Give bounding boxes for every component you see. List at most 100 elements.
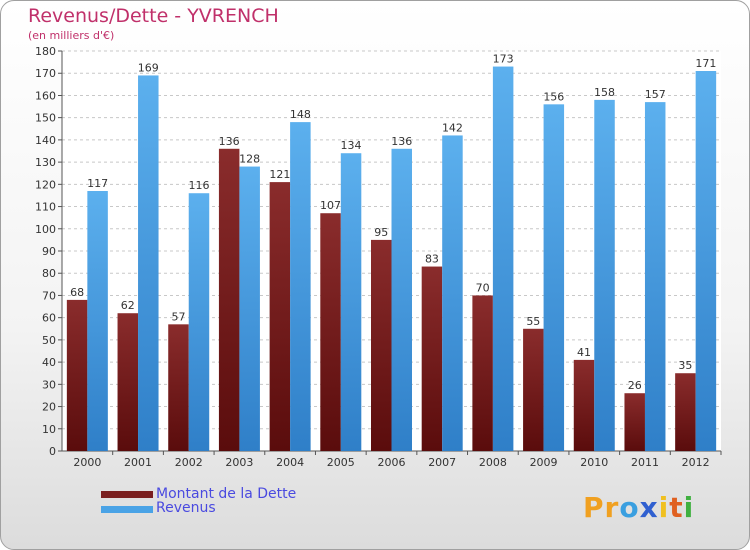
y-tick-label: 70	[42, 289, 56, 302]
x-tick-label: 2005	[327, 456, 355, 469]
x-tick-label: 2012	[682, 456, 710, 469]
legend-label-debt: Montant de la Dette	[156, 486, 297, 502]
y-tick-label: 60	[42, 312, 56, 325]
proxiti-logo: Proxiti	[583, 491, 694, 524]
x-tick-label: 2011	[631, 456, 659, 469]
x-tick-label: 2002	[175, 456, 203, 469]
bar-debt	[573, 359, 595, 451]
bar-revenue	[138, 75, 159, 451]
y-tick-label: 170	[35, 67, 56, 80]
y-tick-label: 110	[35, 201, 56, 214]
logo-letter: o	[619, 491, 640, 524]
x-tick-label: 2010	[580, 456, 608, 469]
x-tick-label: 2000	[73, 456, 101, 469]
y-tick-label: 90	[42, 245, 56, 258]
bar-revenue	[239, 166, 260, 452]
x-tick-label: 2004	[276, 456, 304, 469]
data-label-revenue: 169	[138, 61, 159, 74]
x-tick-label: 2008	[479, 456, 507, 469]
bar-debt	[675, 373, 696, 451]
data-label-debt: 57	[171, 310, 185, 323]
data-label-revenue: 158	[594, 86, 615, 99]
legend-swatch-debt	[101, 491, 153, 498]
logo-letter: i	[658, 491, 670, 524]
bar-debt	[371, 239, 392, 451]
legend-label-revenue: Revenus	[156, 500, 216, 516]
bar-revenue	[188, 193, 210, 451]
logo-letter: r	[604, 491, 620, 524]
bar-debt	[421, 266, 443, 451]
y-tick-label: 80	[42, 267, 56, 280]
bar-revenue	[594, 99, 615, 451]
y-tick-label: 0	[49, 445, 56, 458]
y-tick-label: 140	[35, 134, 56, 147]
chart-title: Revenus/Dette - YVRENCH	[28, 5, 279, 27]
data-label-revenue: 171	[695, 57, 716, 70]
bar-revenue	[492, 66, 514, 452]
data-label-debt: 121	[269, 168, 290, 181]
data-label-debt: 26	[628, 379, 642, 392]
y-tick-label: 180	[35, 45, 56, 58]
bar-debt	[269, 182, 291, 451]
logo-letter: t	[669, 491, 684, 524]
bar-revenue	[543, 104, 565, 451]
data-label-debt: 70	[476, 281, 490, 294]
data-label-revenue: 117	[87, 177, 108, 190]
data-label-revenue: 142	[442, 121, 463, 134]
data-label-debt: 62	[121, 299, 135, 312]
logo-letter: P	[583, 491, 605, 524]
bar-debt	[624, 393, 645, 451]
bar-debt	[218, 148, 240, 451]
y-tick-label: 10	[42, 423, 56, 436]
data-label-revenue: 134	[341, 139, 362, 152]
bar-debt	[472, 295, 493, 451]
x-tick-label: 2001	[124, 456, 152, 469]
y-tick-label: 30	[42, 378, 56, 391]
bar-revenue	[695, 71, 717, 451]
data-label-revenue: 128	[239, 153, 260, 166]
x-tick-label: 2003	[225, 456, 253, 469]
bar-debt	[168, 324, 189, 451]
legend-swatch-revenue	[101, 506, 153, 513]
y-tick-label: 120	[35, 178, 56, 191]
bar-revenue	[340, 153, 362, 451]
data-label-revenue: 136	[391, 135, 412, 148]
x-tick-label: 2009	[530, 456, 558, 469]
bar-revenue	[290, 122, 311, 451]
data-label-revenue: 157	[645, 88, 666, 101]
y-tick-label: 50	[42, 334, 56, 347]
data-label-debt: 83	[425, 253, 439, 266]
bar-debt	[320, 213, 341, 451]
y-tick-label: 40	[42, 356, 56, 369]
bar-revenue	[87, 191, 108, 451]
bar-revenue	[644, 102, 666, 451]
x-tick-label: 2007	[428, 456, 456, 469]
y-tick-label: 100	[35, 223, 56, 236]
data-label-debt: 68	[70, 286, 84, 299]
data-label-debt: 95	[374, 226, 388, 239]
data-label-debt: 35	[678, 359, 692, 372]
x-tick-label: 2006	[378, 456, 406, 469]
bar-debt	[117, 313, 139, 451]
data-label-revenue: 116	[188, 179, 209, 192]
data-label-debt: 41	[577, 346, 591, 359]
y-tick-label: 130	[35, 156, 56, 169]
bar-revenue	[391, 148, 412, 451]
data-label-revenue: 156	[543, 90, 564, 103]
data-label-debt: 136	[219, 135, 240, 148]
y-tick-label: 150	[35, 112, 56, 125]
data-label-debt: 55	[526, 315, 540, 328]
logo-letter: i	[683, 491, 695, 524]
bar-revenue	[442, 135, 463, 451]
data-label-debt: 107	[320, 199, 341, 212]
y-tick-label: 160	[35, 89, 56, 102]
data-label-revenue: 173	[493, 53, 514, 66]
logo-letter: x	[639, 491, 659, 524]
chart-subtitle: (en milliers d'€)	[28, 29, 115, 42]
bar-debt	[66, 299, 88, 451]
y-tick-label: 20	[42, 401, 56, 414]
data-label-revenue: 148	[290, 108, 311, 121]
bar-debt	[523, 328, 544, 451]
